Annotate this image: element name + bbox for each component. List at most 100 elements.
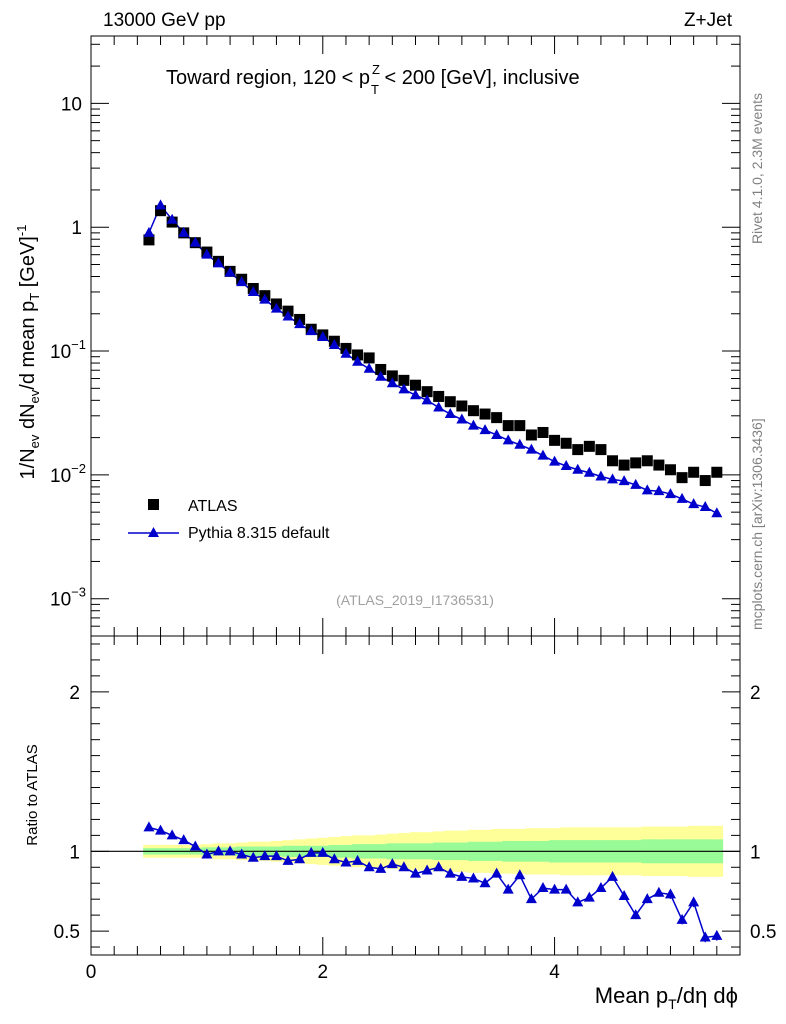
legend-label-atlas: ATLAS — [188, 498, 238, 515]
atlas-point — [560, 437, 572, 449]
ratio-point — [340, 856, 352, 867]
main-ytick-label: 10−1 — [50, 337, 86, 363]
atlas-point — [572, 444, 584, 456]
atlas-point — [421, 386, 433, 398]
main-ytick-label: 1 — [71, 218, 82, 239]
pythia-point — [653, 485, 665, 496]
process-label: Z+Jet — [684, 10, 733, 31]
pythia-point — [201, 248, 213, 259]
atlas-point — [467, 405, 479, 417]
pythia-point — [352, 355, 364, 366]
pythia-point — [398, 383, 410, 394]
energy-label: 13000 GeV pp — [103, 10, 226, 31]
atlas-point — [456, 400, 468, 412]
ratio-point — [143, 821, 155, 832]
atlas-point — [618, 459, 630, 471]
pythia-point — [386, 377, 398, 388]
pythia-point — [607, 473, 619, 484]
pythia-point — [294, 318, 306, 329]
pythia-point — [688, 498, 700, 509]
atlas-point — [155, 205, 167, 217]
title-post: < 200 [GeV], inclusive — [379, 67, 580, 89]
title-sup: Z — [372, 62, 380, 77]
atlas-point — [537, 426, 549, 438]
ratio-point — [212, 845, 224, 856]
ratio-point — [711, 929, 723, 940]
pythia-point — [491, 428, 503, 439]
ratio-ytick-label: 1 — [69, 842, 80, 863]
ratio-point — [664, 888, 676, 899]
atlas-point — [607, 455, 619, 467]
ratio-ytick-label-right: 0.5 — [750, 922, 776, 943]
ratio-xlabel: Mean pT/dη dϕ — [595, 983, 738, 1012]
atlas-point — [514, 420, 526, 432]
atlas-point — [711, 466, 723, 478]
pythia-point — [549, 455, 561, 466]
pythia-point — [236, 276, 248, 287]
atlas-point — [363, 352, 375, 364]
pythia-point — [537, 449, 549, 460]
ratio-point — [166, 829, 178, 840]
pythia-point — [143, 226, 155, 237]
pythia-point — [328, 338, 340, 349]
ratio-point — [352, 854, 364, 865]
pythia-point — [618, 475, 630, 486]
pythia-point — [247, 285, 259, 296]
ratio-point — [537, 882, 549, 893]
ratio-point — [328, 853, 340, 864]
ratio-point — [491, 867, 503, 878]
pythia-point — [270, 302, 282, 313]
ratio-point — [270, 850, 282, 861]
pythia-point — [595, 470, 607, 481]
pythia-point — [711, 507, 723, 518]
pythia-point — [664, 488, 676, 499]
ratio-point — [560, 883, 572, 894]
pythia-point — [421, 394, 433, 405]
pythia-point — [479, 424, 491, 435]
pythia-point — [433, 401, 445, 412]
ratio-point — [398, 861, 410, 872]
pythia-point — [444, 408, 456, 419]
legend-marker-atlas — [148, 499, 159, 510]
ratio-ytick-label: 2 — [69, 683, 80, 704]
main-ytick-label: 10 — [61, 94, 82, 115]
pythia-point — [212, 257, 224, 268]
pythia-point — [224, 266, 236, 277]
mcplots-label: mcplots.cern.ch [arXiv:1306.3436] — [749, 418, 765, 630]
ratio-point — [514, 869, 526, 880]
atlas-point — [479, 408, 491, 420]
pythia-point — [375, 370, 387, 381]
ratio-ytick-label: 0.5 — [54, 922, 80, 943]
ratio-point — [305, 846, 317, 857]
ratio-point — [479, 877, 491, 888]
ratio-point — [641, 893, 653, 904]
ratio-ytick-label-right: 1 — [750, 842, 761, 863]
rivet-label: Rivet 4.1.0, 2.3M events — [749, 93, 765, 244]
pythia-point — [560, 459, 572, 470]
ratio-point — [236, 848, 248, 859]
ratio-point — [155, 824, 167, 835]
ratio-point — [247, 851, 259, 862]
ratio-xtick-label: 2 — [317, 962, 328, 983]
atlas-point — [491, 412, 503, 424]
atlas-point — [641, 455, 653, 467]
main-ytick-label: 10−3 — [50, 585, 86, 611]
pythia-point — [676, 492, 688, 503]
atlas-point — [433, 390, 445, 402]
ratio-point — [282, 854, 294, 865]
ratio-point — [375, 862, 387, 873]
legend: ATLAS Pythia 8.315 default — [128, 498, 330, 542]
ratio-point — [676, 913, 688, 924]
atlas-point — [653, 459, 665, 471]
pythia-point — [699, 501, 711, 512]
ratio-point — [502, 883, 514, 894]
ratio-point — [549, 883, 561, 894]
ratio-point — [386, 858, 398, 869]
ratio-ylabel: Ratio to ATLAS — [24, 744, 41, 845]
pythia-point — [178, 226, 190, 237]
atlas-point — [502, 420, 514, 432]
pythia-point — [259, 293, 271, 304]
atlas-point — [375, 363, 387, 375]
